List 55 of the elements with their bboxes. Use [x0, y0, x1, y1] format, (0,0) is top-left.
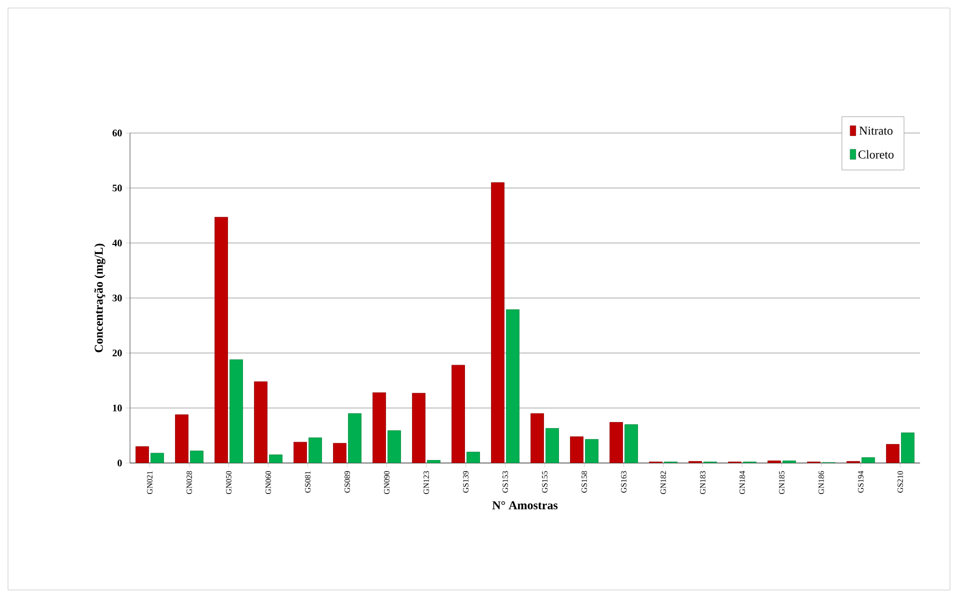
- x-tick-label: GN028: [186, 471, 192, 494]
- bar: [570, 436, 584, 463]
- x-tick-label: GN090: [384, 471, 390, 494]
- bar: [308, 438, 322, 463]
- bar: [585, 439, 598, 463]
- bar: [506, 309, 520, 463]
- bar: [294, 442, 307, 463]
- x-tick-label: GN050: [226, 471, 232, 494]
- x-tick-label: GS155: [542, 471, 548, 493]
- x-tick-label: GN182: [660, 471, 666, 494]
- x-tick-label: GS194: [858, 470, 864, 493]
- x-tick-label: GN183: [700, 471, 706, 494]
- x-tick-label: GS210: [898, 471, 903, 493]
- bar: [412, 392, 426, 463]
- bar: [230, 359, 243, 463]
- bar: [452, 364, 465, 463]
- y-tick-label: 0: [118, 460, 122, 466]
- y-tick-label: 10: [113, 404, 122, 412]
- bar: [136, 446, 149, 463]
- x-tick-label: GN186: [818, 471, 824, 494]
- bar: [624, 424, 638, 463]
- bar: [388, 430, 401, 463]
- x-tick-label: GN060: [266, 471, 271, 494]
- y-tick-label: 20: [112, 350, 122, 356]
- y-tick-label: 60: [112, 130, 122, 136]
- bar: [214, 216, 228, 463]
- bar: [901, 432, 914, 463]
- x-tick-label: GN185: [779, 471, 784, 494]
- x-axis-title: N° Amostras: [492, 501, 558, 510]
- bar: [491, 182, 504, 463]
- legend-label: Cloreto: [858, 150, 894, 159]
- bar: [372, 392, 386, 463]
- x-tick-label: GS089: [344, 471, 350, 493]
- y-axis-title: Concentração (mg/L): [94, 244, 106, 352]
- bar: [190, 450, 204, 463]
- bar: [175, 414, 188, 463]
- legend-label: Nitrato: [859, 126, 893, 135]
- x-tick-label: GS139: [463, 471, 468, 493]
- y-tick-label: 50: [112, 184, 122, 192]
- bar: [348, 413, 362, 463]
- x-tick-label: GN021: [147, 471, 152, 494]
- x-tick-label: GS163: [621, 471, 626, 493]
- x-tick-label: GN184: [740, 470, 745, 494]
- x-tick-label: GS158: [582, 471, 587, 493]
- y-tick-label: 40: [112, 240, 122, 246]
- x-tick-label: GS081: [305, 471, 310, 493]
- bar: [610, 422, 623, 463]
- x-tick-label: GN123: [424, 471, 429, 494]
- bar: [333, 443, 346, 463]
- bar: [886, 444, 900, 463]
- x-tick-label: GS153: [502, 471, 508, 493]
- bar: [254, 381, 268, 463]
- bar: [530, 413, 544, 463]
- bar: [546, 428, 559, 463]
- y-tick-label: 30: [112, 294, 122, 302]
